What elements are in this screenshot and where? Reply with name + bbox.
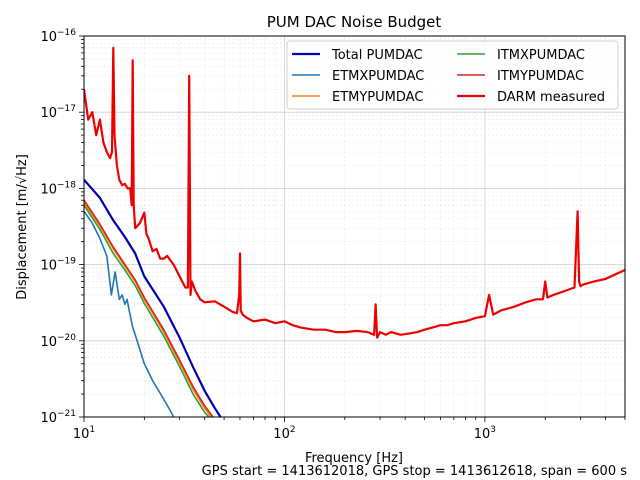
x-tick-label: 101 (73, 425, 95, 442)
x-tick-label-exponent: 3 (490, 425, 496, 435)
x-tick-label-exponent: 2 (290, 425, 296, 435)
y-tick-label-base: 10 (40, 411, 57, 426)
y-tick-label-base: 10 (40, 30, 57, 45)
y-tick-label-base: 10 (40, 106, 57, 121)
y-tick-label: 10−21 (40, 409, 76, 426)
series-line-etmxpumdac (84, 210, 175, 417)
y-tick-label: 10−17 (40, 104, 76, 121)
y-tick-label: 10−16 (40, 28, 76, 45)
x-tick-label-exponent: 1 (89, 425, 95, 435)
y-tick-label-exponent: −21 (57, 409, 76, 419)
series-layer (84, 46, 625, 417)
legend-label-darm-measured: DARM measured (497, 90, 605, 105)
y-tick-label-base: 10 (40, 182, 57, 197)
x-tick-label-base: 10 (73, 427, 90, 442)
legend-label-etmxpumdac: ETMXPUMDAC (332, 69, 424, 84)
legend: Total PUMDAC ETMXPUMDAC ETMYPUMDAC ITMXPUMD… (286, 40, 619, 110)
legend-label-total-pumdac: Total PUMDAC (331, 48, 423, 63)
x-tick-label: 103 (474, 425, 496, 442)
series-line-itmypumdac (84, 199, 214, 417)
y-tick-label-base: 10 (40, 335, 57, 350)
y-tick-label-exponent: −20 (57, 333, 76, 343)
y-tick-label-exponent: −16 (57, 28, 76, 38)
y-tick-label: 10−20 (40, 333, 76, 350)
legend-label-itmypumdac: ITMYPUMDAC (497, 69, 584, 84)
y-tick-label-exponent: −17 (57, 104, 76, 114)
y-axis-label: Displacement [m/√Hz] (15, 154, 30, 300)
x-tick-label: 102 (273, 425, 295, 442)
chart-title: PUM DAC Noise Budget (267, 13, 442, 31)
series-line-total-pumdac (84, 178, 222, 417)
series-line-etmypumdac (84, 202, 212, 417)
series-line-itmxpumdac (84, 204, 210, 417)
y-tick-label-exponent: −18 (57, 180, 76, 190)
y-tick-label: 10−18 (40, 180, 76, 197)
plot-frame (83, 35, 626, 418)
x-tick-label-base: 10 (273, 427, 290, 442)
x-tick-label-base: 10 (474, 427, 491, 442)
x-axis-label: Frequency [Hz] (305, 451, 403, 466)
y-tick-label-exponent: −19 (57, 257, 76, 267)
y-tick-label: 10−19 (40, 257, 76, 274)
legend-label-itmxpumdac: ITMXPUMDAC (497, 48, 585, 63)
legend-label-etmypumdac: ETMYPUMDAC (332, 90, 423, 105)
series-line-darm-measured (84, 46, 625, 339)
legend-box (286, 40, 619, 110)
y-tick-label-base: 10 (40, 259, 57, 274)
gps-footer: GPS start = 1413612018, GPS stop = 14136… (202, 464, 628, 479)
